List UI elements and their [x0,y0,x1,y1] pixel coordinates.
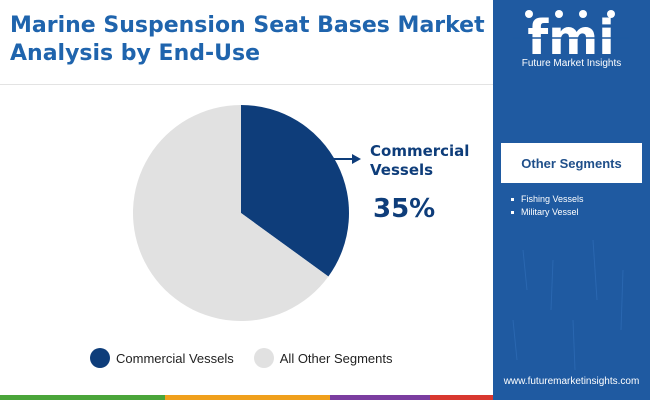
title-divider [0,84,493,85]
brand-name: Future Market Insights [521,58,622,69]
other-segments-header: Other Segments [501,143,642,183]
callout-label: Commercial Vessels [370,142,470,179]
accent-bar-red [430,395,493,400]
other-segments-list: Fishing Vessels Military Vessel [511,193,584,219]
sidebar-panel: fmi Future Market Insights Other Segment… [493,0,650,400]
callout-value: 35% [373,194,436,224]
pie-slice-commercial-vessels [241,105,349,277]
chart-panel: Marine Suspension Seat Bases Market Anal… [0,13,493,400]
chart-title: Marine Suspension Seat Bases Market Anal… [10,13,485,66]
accent-bar-green [0,395,165,400]
legend-label-all-other-segments: All Other Segments [279,350,393,366]
chart-legend: Commercial Vessels All Other Segments [90,346,412,370]
fmi-logo-icon: fmi [513,10,629,66]
legend-item-commercial-vessels: Commercial Vessels [90,348,234,368]
other-segments-title: Other Segments [521,155,622,171]
website-link[interactable]: www.futuremarketinsights.com [503,376,640,387]
pie-chart [133,105,349,321]
list-item: Fishing Vessels [511,193,584,206]
legend-item-all-other-segments: All Other Segments [253,348,393,368]
callout-arrow-icon [333,154,361,164]
accent-bar-purple [330,395,430,400]
legend-swatch-commercial-vessels [90,348,110,368]
legend-label-commercial-vessels: Commercial Vessels [116,350,234,366]
accent-bar-orange [165,395,330,400]
pie-slice-all-other-segments [133,105,329,321]
accent-bar [0,395,493,400]
legend-swatch-all-other-segments [253,348,274,368]
sidebar-texture [512,239,624,371]
list-item: Military Vessel [511,206,584,219]
